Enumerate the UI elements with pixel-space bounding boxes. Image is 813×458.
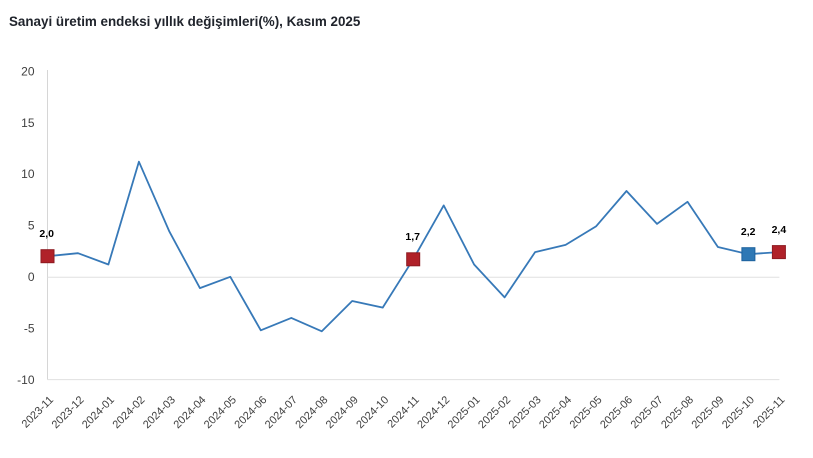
svg-text:Sanayi üretim endeksi yıllık d: Sanayi üretim endeksi yıllık değişimleri… bbox=[9, 14, 361, 29]
svg-text:15: 15 bbox=[21, 116, 35, 130]
svg-text:5: 5 bbox=[28, 219, 35, 233]
svg-text:2,0: 2,0 bbox=[39, 228, 54, 240]
svg-text:-10: -10 bbox=[17, 373, 35, 387]
svg-text:-5: -5 bbox=[24, 321, 35, 335]
svg-text:0: 0 bbox=[28, 270, 35, 284]
svg-text:2,4: 2,4 bbox=[772, 224, 787, 236]
svg-text:20: 20 bbox=[21, 64, 35, 78]
svg-text:2,2: 2,2 bbox=[741, 226, 756, 238]
svg-text:1,7: 1,7 bbox=[405, 231, 420, 243]
svg-text:10: 10 bbox=[21, 167, 35, 181]
